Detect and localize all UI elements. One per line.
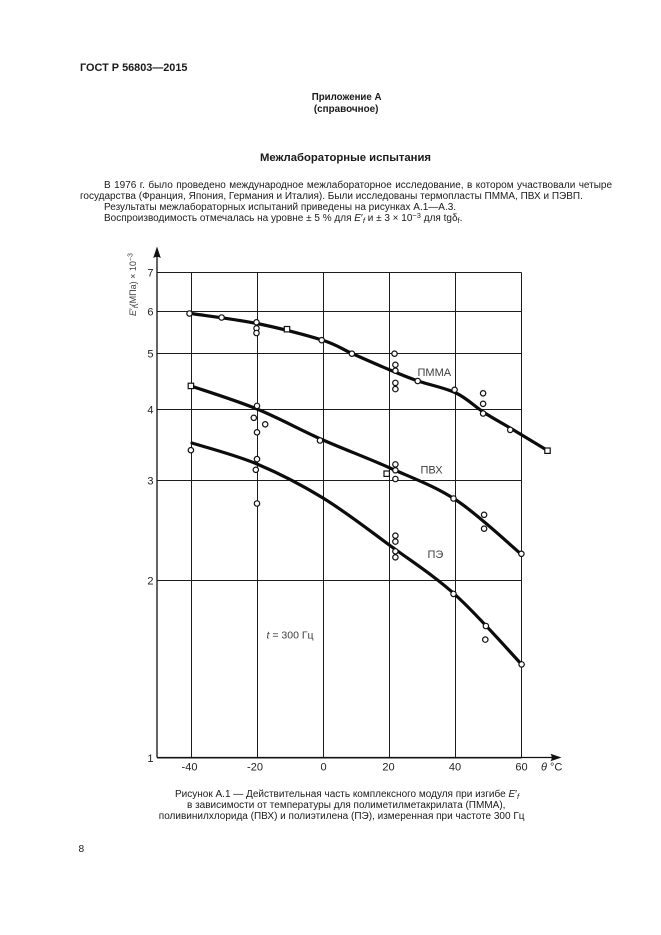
svg-text:-40: -40: [182, 762, 198, 774]
svg-text:20: 20: [382, 762, 394, 774]
svg-text:60: 60: [515, 762, 527, 774]
svg-text:4: 4: [147, 405, 153, 417]
svg-text:t = 300 Гц: t = 300 Гц: [267, 630, 314, 642]
svg-text:ПВХ: ПВХ: [421, 465, 444, 477]
svg-text:-20: -20: [247, 762, 263, 774]
svg-text:5: 5: [147, 349, 153, 361]
svg-text:6: 6: [147, 307, 153, 319]
svg-text:θ °C: θ °C: [541, 762, 562, 774]
svg-text:3: 3: [147, 476, 153, 488]
svg-text:40: 40: [449, 762, 461, 774]
svg-text:E′f(МПа) × 10−3: E′f(МПа) × 10−3: [128, 253, 141, 316]
svg-text:7: 7: [147, 268, 153, 280]
svg-text:0: 0: [320, 762, 326, 774]
svg-text:2: 2: [147, 576, 153, 588]
svg-text:1: 1: [147, 753, 153, 765]
svg-text:ПММА: ПММА: [418, 367, 452, 379]
svg-text:ПЭ: ПЭ: [428, 549, 444, 561]
